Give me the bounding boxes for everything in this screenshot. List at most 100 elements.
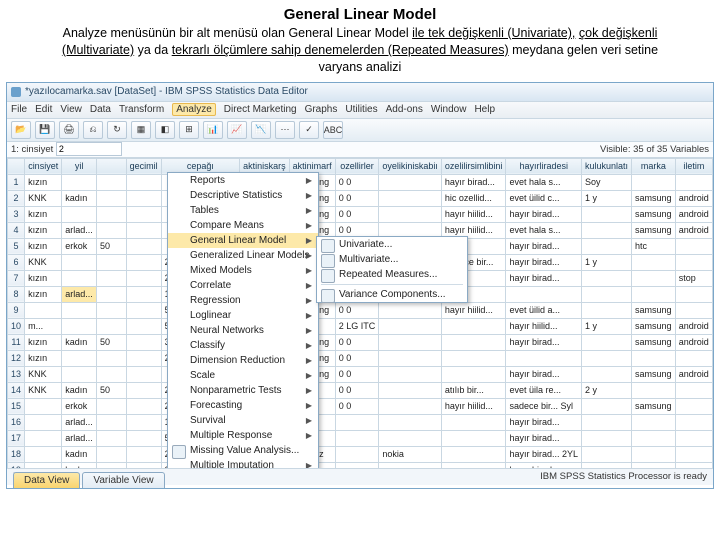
cell[interactable]: hic ozellid...: [441, 190, 506, 206]
cell[interactable]: [335, 462, 379, 468]
cell[interactable]: [581, 286, 631, 302]
cell[interactable]: KNK: [25, 190, 62, 206]
cell[interactable]: hayır birad...: [506, 334, 582, 350]
cell[interactable]: [379, 302, 442, 318]
cell[interactable]: 0 0: [335, 334, 379, 350]
toolbar-btn-1[interactable]: 💾: [35, 121, 55, 139]
menu-window[interactable]: Window: [431, 104, 467, 115]
cell[interactable]: [581, 334, 631, 350]
cell[interactable]: android: [675, 318, 712, 334]
menu-analyze[interactable]: Analyze: [172, 103, 216, 116]
cell[interactable]: [379, 382, 442, 398]
cell[interactable]: 1 y: [581, 318, 631, 334]
cell[interactable]: 0 0: [335, 302, 379, 318]
cell[interactable]: kızın: [25, 350, 62, 366]
row-header[interactable]: 13: [8, 366, 25, 382]
cell[interactable]: [675, 238, 712, 254]
row-header[interactable]: 17: [8, 430, 25, 446]
analyze-item-correlate[interactable]: Correlate▶: [168, 278, 318, 293]
cell[interactable]: [675, 462, 712, 468]
cell[interactable]: sadece bir... Syl: [506, 398, 582, 414]
toolbar-btn-10[interactable]: 📉: [251, 121, 271, 139]
toolbar-btn-0[interactable]: 📂: [11, 121, 31, 139]
cell[interactable]: kızın: [25, 270, 62, 286]
cell[interactable]: [96, 366, 126, 382]
cell[interactable]: [126, 174, 161, 190]
cell[interactable]: [379, 190, 442, 206]
cell[interactable]: [96, 302, 126, 318]
menu-data[interactable]: Data: [90, 104, 111, 115]
cell[interactable]: [632, 254, 676, 270]
cell[interactable]: 0 0: [335, 350, 379, 366]
col-header[interactable]: gecimil: [126, 158, 161, 174]
analyze-item-dimension-reduction[interactable]: Dimension Reduction▶: [168, 353, 318, 368]
cell[interactable]: [441, 366, 506, 382]
row-header[interactable]: 4: [8, 222, 25, 238]
cell[interactable]: android: [675, 190, 712, 206]
toolbar-btn-11[interactable]: ⋯: [275, 121, 295, 139]
menu-direct-marketing[interactable]: Direct Marketing: [224, 104, 297, 115]
tab-data-view[interactable]: Data View: [13, 472, 80, 488]
cell[interactable]: samsung: [632, 302, 676, 318]
cell[interactable]: [379, 206, 442, 222]
cell[interactable]: arlad...: [62, 222, 97, 238]
analyze-item-nonparametric-tests[interactable]: Nonparametric Tests▶: [168, 383, 318, 398]
row-header[interactable]: 12: [8, 350, 25, 366]
col-header[interactable]: [8, 158, 25, 174]
analyze-item-missing-value-analysis-[interactable]: Missing Value Analysis...: [168, 443, 318, 458]
cell[interactable]: hayır birad...: [506, 366, 582, 382]
cell[interactable]: [581, 270, 631, 286]
cell[interactable]: [379, 318, 442, 334]
cell[interactable]: [379, 350, 442, 366]
cell[interactable]: [25, 398, 62, 414]
cell[interactable]: 50: [96, 382, 126, 398]
cell[interactable]: kadın: [62, 190, 97, 206]
cell[interactable]: [675, 174, 712, 190]
cell[interactable]: [126, 190, 161, 206]
cell[interactable]: [675, 350, 712, 366]
row-header[interactable]: 2: [8, 190, 25, 206]
menu-help[interactable]: Help: [474, 104, 495, 115]
cell[interactable]: [581, 414, 631, 430]
col-header[interactable]: kulukunlatı: [581, 158, 631, 174]
cell[interactable]: evet üila re...: [506, 382, 582, 398]
cell[interactable]: samsung: [632, 222, 676, 238]
analyze-item-tables[interactable]: Tables▶: [168, 203, 318, 218]
cell[interactable]: [581, 366, 631, 382]
cell[interactable]: [379, 334, 442, 350]
analyze-item-scale[interactable]: Scale▶: [168, 368, 318, 383]
cell[interactable]: 1 y: [581, 254, 631, 270]
cell[interactable]: [96, 270, 126, 286]
glm-submenu[interactable]: Univariate...Multivariate...Repeated Mea…: [316, 236, 468, 303]
cell[interactable]: [126, 302, 161, 318]
goto-cell-input[interactable]: [56, 142, 122, 156]
cell[interactable]: [379, 430, 442, 446]
cell[interactable]: [126, 398, 161, 414]
cell[interactable]: nokia: [379, 446, 442, 462]
toolbar-btn-8[interactable]: 📊: [203, 121, 223, 139]
row-header[interactable]: 1: [8, 174, 25, 190]
analyze-item-reports[interactable]: Reports▶: [168, 173, 318, 188]
cell[interactable]: [96, 430, 126, 446]
cell[interactable]: [126, 318, 161, 334]
cell[interactable]: [126, 254, 161, 270]
cell[interactable]: samsung: [632, 366, 676, 382]
cell[interactable]: m...: [25, 318, 62, 334]
cell[interactable]: [379, 414, 442, 430]
toolbar-btn-3[interactable]: ⎌: [83, 121, 103, 139]
toolbar-btn-2[interactable]: 🖨: [59, 121, 79, 139]
toolbar-btn-4[interactable]: ↻: [107, 121, 127, 139]
cell[interactable]: [126, 286, 161, 302]
cell[interactable]: [379, 174, 442, 190]
cell[interactable]: samsung: [632, 334, 676, 350]
cell[interactable]: KNK: [25, 254, 62, 270]
cell[interactable]: [675, 254, 712, 270]
cell[interactable]: samsung: [632, 190, 676, 206]
col-header[interactable]: marka: [632, 158, 676, 174]
cell[interactable]: samsung: [632, 318, 676, 334]
cell[interactable]: android: [675, 222, 712, 238]
cell[interactable]: hayır hiilid...: [441, 302, 506, 318]
menu-add-ons[interactable]: Add-ons: [386, 104, 423, 115]
cell[interactable]: android: [675, 206, 712, 222]
cell[interactable]: [126, 270, 161, 286]
